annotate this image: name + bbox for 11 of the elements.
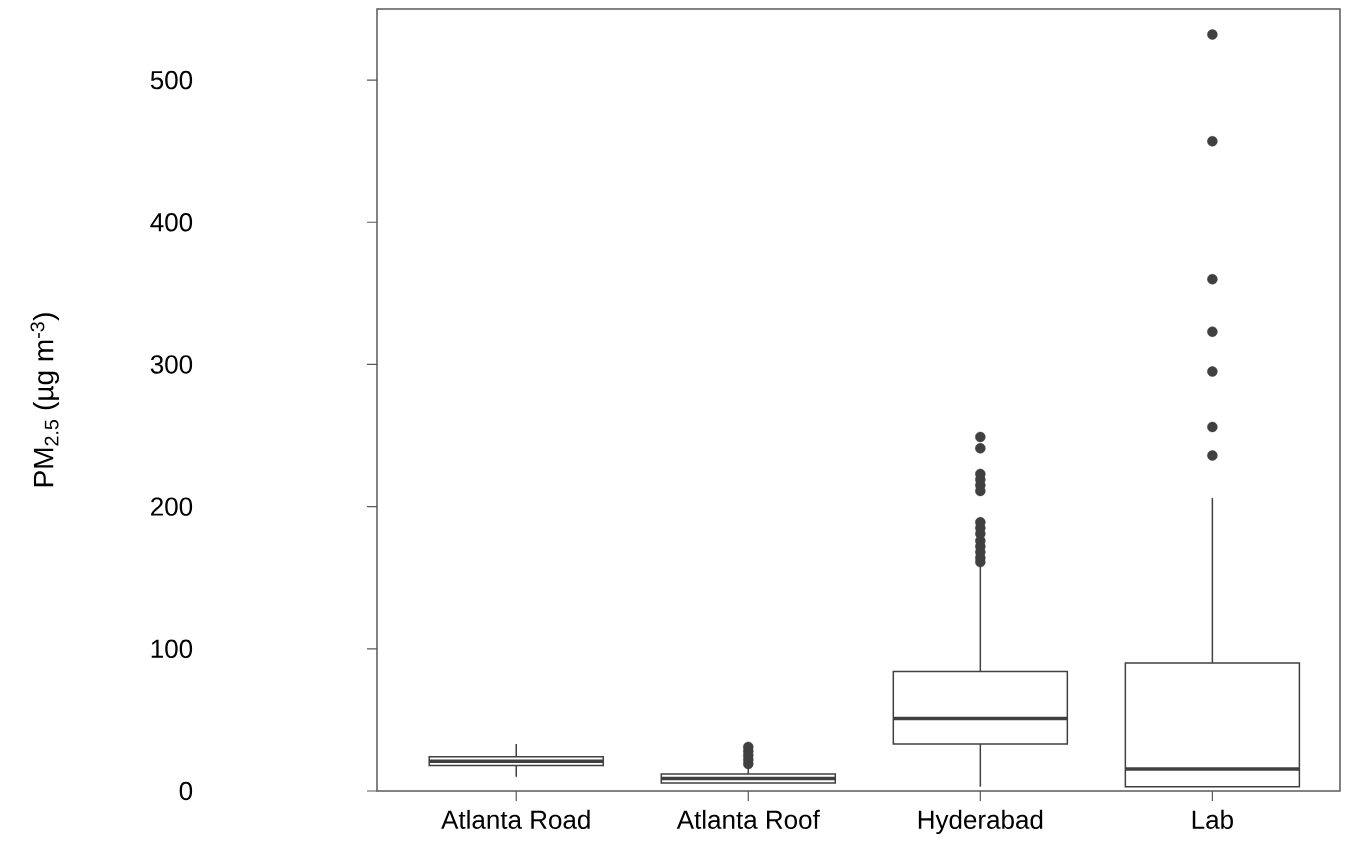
y-tick-label: 100 — [151, 639, 193, 659]
x-tick-label: Hyderabad — [918, 809, 1043, 835]
x-tick-label: Lab — [1192, 809, 1233, 829]
x-tick-label: Atlanta Roof — [676, 809, 820, 829]
x-tick-label: Atlanta Road — [441, 809, 590, 829]
y-tick-label: 0 — [179, 781, 193, 801]
y-tick-label: 400 — [150, 213, 193, 232]
y-tick-label: 200 — [151, 497, 193, 516]
y-tick-label: 500 — [150, 70, 193, 90]
y-tick-label: 300 — [150, 355, 193, 374]
y-axis-title: PM$_{2.5}$ (µg m$^{-3}$) — [30, 313, 60, 487]
